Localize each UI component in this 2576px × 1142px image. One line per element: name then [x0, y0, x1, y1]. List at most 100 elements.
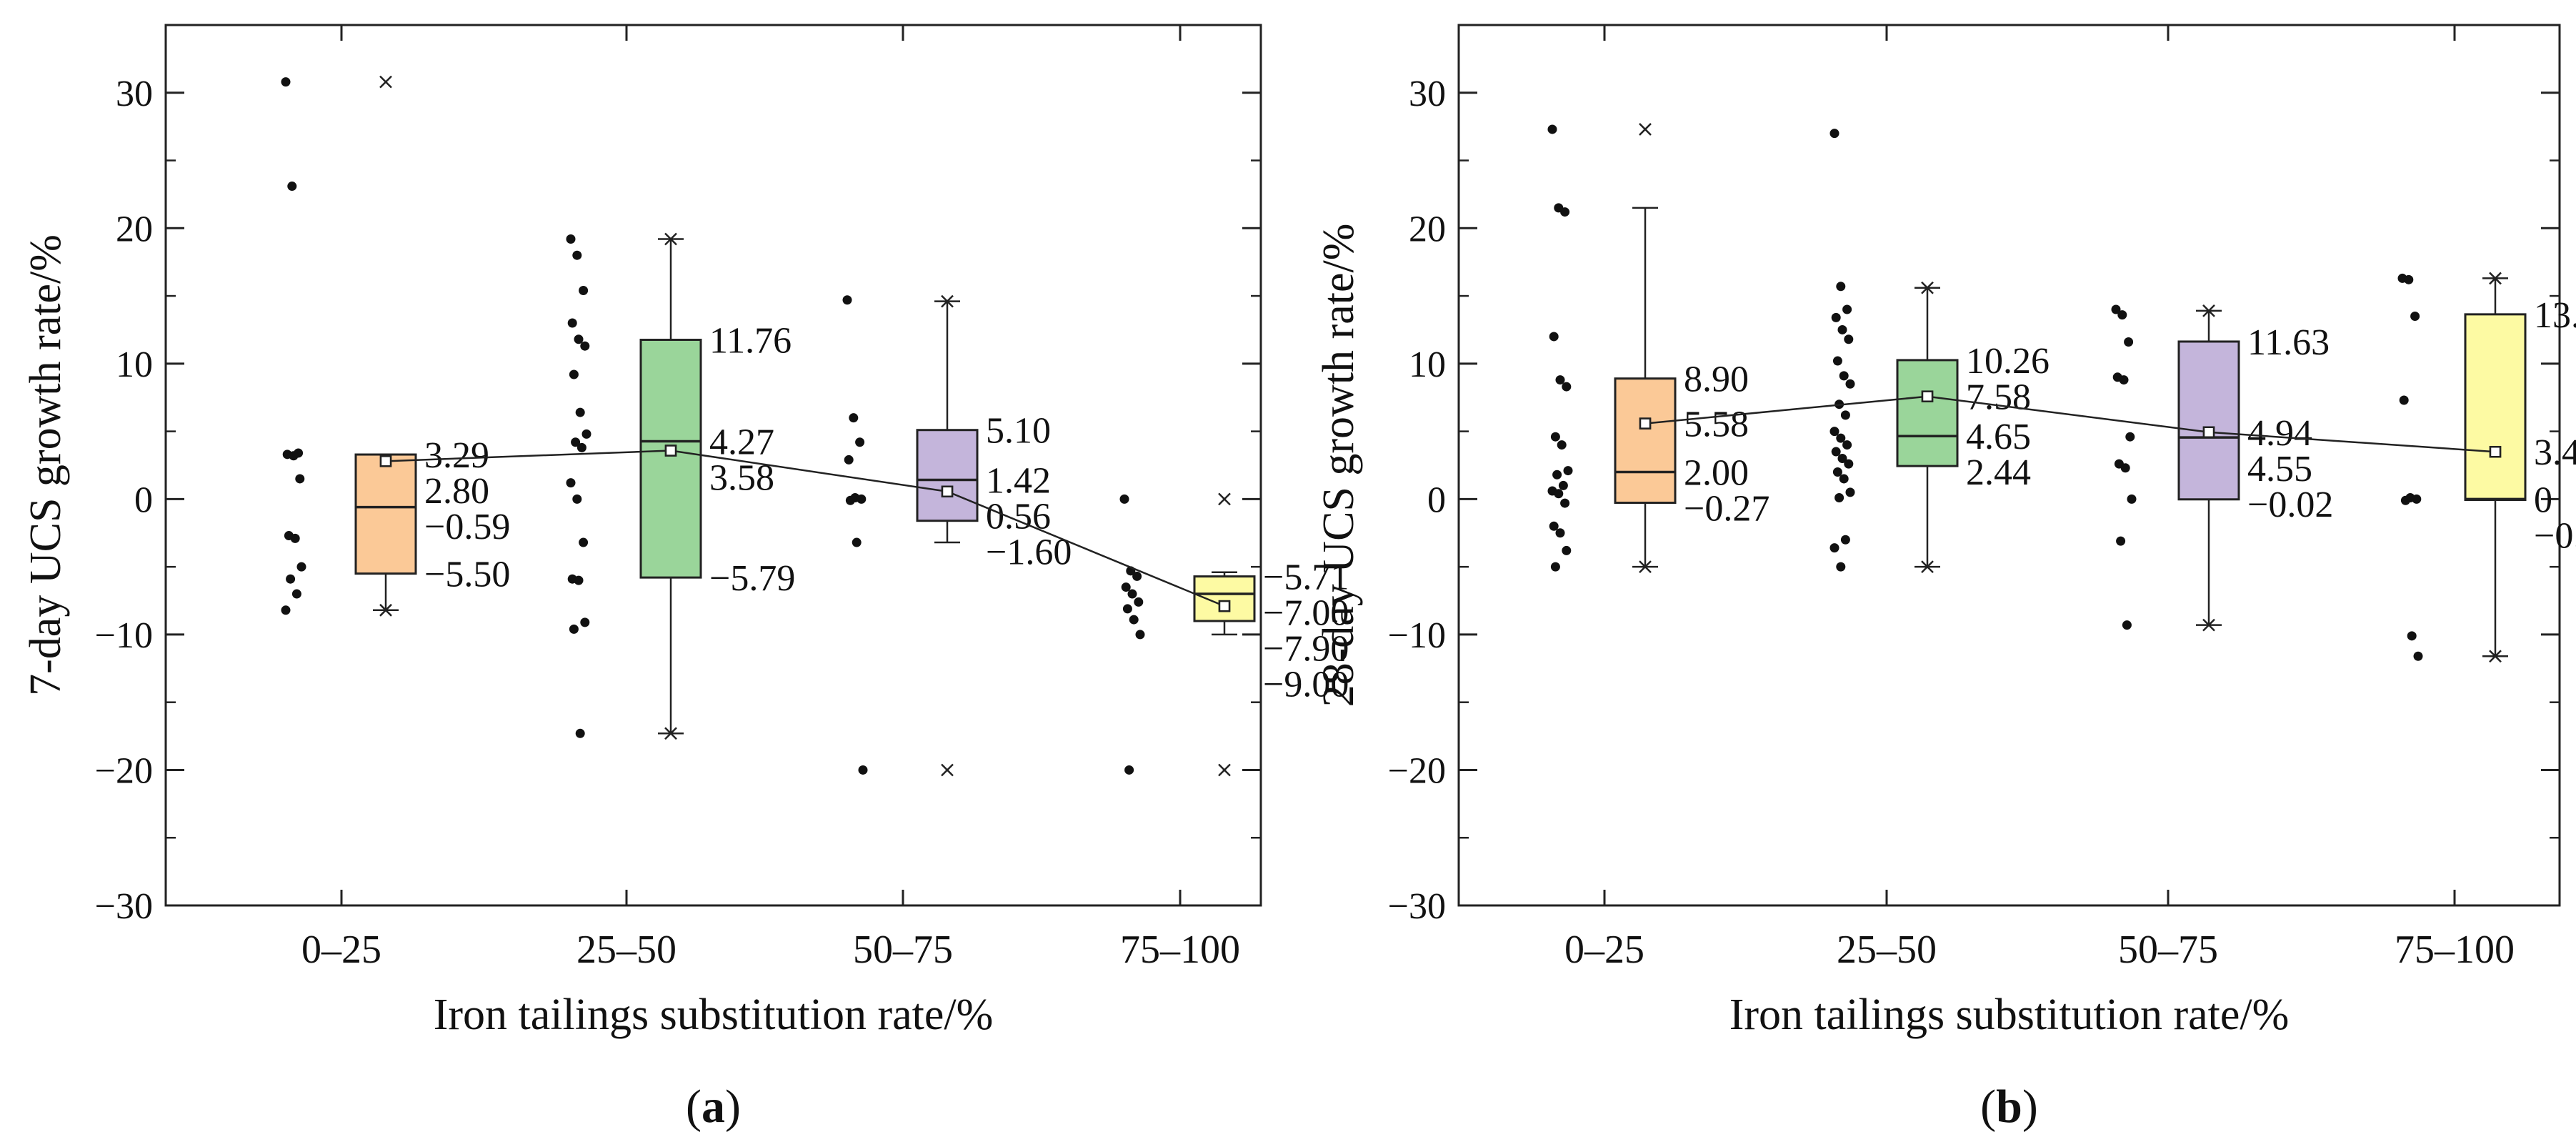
data-point [579, 537, 589, 547]
value-label: 5.58 [1684, 404, 1749, 445]
data-point [287, 182, 297, 192]
value-label: −9.00 [1263, 665, 1349, 705]
data-point [2124, 337, 2134, 347]
data-point [1552, 470, 1562, 480]
data-point [1550, 432, 1560, 442]
data-point [572, 250, 582, 260]
y-tick-label: 10 [116, 344, 153, 385]
data-point [1829, 543, 1839, 553]
x-tick-label: 0–25 [1564, 928, 1644, 972]
y-tick-label: −20 [95, 750, 153, 791]
y-axis-label: 7-day UCS growth rate/% [21, 234, 70, 696]
data-point [2122, 620, 2132, 630]
max-marker [2489, 272, 2502, 285]
data-point [1132, 571, 1142, 581]
data-point [858, 765, 868, 775]
data-point [1842, 304, 1852, 314]
data-point [575, 407, 585, 417]
mean-marker-top [941, 485, 954, 498]
box-75–100 [2464, 313, 2527, 502]
x-tick-label: 50–75 [2118, 928, 2218, 972]
panel-a: 30 20 10 0 −10 −20 −30 0–25 25–50 50–75 75–100 Iron… [21, 24, 1349, 1133]
data-point [1135, 630, 1145, 640]
panel-label-prefix: ( [1980, 1081, 1996, 1133]
data-point [291, 589, 301, 599]
y-tick-label: 0 [134, 480, 153, 520]
data-point [1129, 615, 1139, 625]
data-point [1134, 597, 1144, 607]
data-point [571, 437, 581, 447]
value-label: 7.58 [1966, 377, 2031, 418]
y-axis-label: 28-day UCS growth rate/% [1314, 224, 1363, 707]
value-label: 8.90 [1684, 359, 1749, 400]
data-point [566, 478, 576, 488]
min-marker [1639, 560, 1652, 574]
data-point [2116, 536, 2126, 546]
value-label: −5.79 [709, 558, 795, 599]
data-point [2117, 310, 2127, 320]
panel-b: 30 20 10 0 −10 −20 −30 0–25 25–50 50–75 75–100 Iron… [1314, 24, 2576, 1133]
data-point [1837, 324, 1847, 334]
data-point [574, 334, 584, 344]
box-50–75 [2177, 340, 2240, 501]
data-point [1555, 375, 1565, 385]
box-25–50 [1896, 359, 1959, 467]
panel-label-letter: a [702, 1081, 725, 1133]
data-point [1562, 382, 1572, 392]
data-point [1842, 440, 1852, 450]
mean-marker-top [2202, 426, 2215, 439]
panel-label: (b) [1980, 1081, 2038, 1133]
data-point [849, 413, 859, 423]
data-point [569, 369, 579, 379]
data-point [1555, 528, 1565, 538]
y-tick-label: −10 [95, 615, 153, 656]
data-point [1547, 124, 1557, 134]
y-tick-label: 30 [1409, 74, 1446, 114]
plot-frame [1457, 24, 2561, 907]
box-50–75 [916, 429, 979, 522]
max-marker [941, 294, 954, 308]
data-point [1836, 433, 1846, 443]
data-point [852, 537, 862, 547]
data-point [1554, 489, 1564, 499]
value-label: 4.65 [1966, 417, 2031, 457]
data-point [842, 295, 852, 305]
data-point [1549, 521, 1559, 531]
data-point [1829, 129, 1839, 139]
data-point [1844, 334, 1854, 344]
data-point [2410, 312, 2420, 322]
data-point [1844, 459, 1854, 469]
min-marker [2202, 618, 2215, 632]
y-tick-label: −30 [95, 886, 153, 927]
value-label: −0.06 [2534, 515, 2576, 556]
data-point [1124, 765, 1134, 775]
mean-trend-line [1644, 395, 2496, 453]
box-0–25 [1614, 377, 1677, 505]
max-marker [2202, 304, 2215, 317]
panel-label-letter: b [1996, 1081, 2022, 1133]
data-point [1831, 312, 1841, 322]
y-tick-label: 20 [116, 209, 153, 249]
min-marker [1218, 763, 1231, 777]
max-marker [1921, 281, 1934, 294]
data-point [581, 429, 591, 439]
data-point [1560, 498, 1570, 508]
mean-marker-top [1921, 390, 1934, 402]
data-point [1829, 427, 1839, 437]
data-point [1840, 535, 1850, 545]
min-marker [941, 763, 954, 777]
data-point [1119, 494, 1129, 504]
value-label: 2.00 [1684, 452, 1749, 493]
data-point [2120, 463, 2130, 473]
value-label: 3.49 [2534, 432, 2576, 473]
value-label: −1.60 [986, 532, 1072, 572]
data-point [2119, 375, 2129, 385]
value-label: 4.27 [709, 422, 774, 462]
data-point [566, 234, 576, 244]
data-point [1122, 604, 1132, 614]
max-marker [1639, 123, 1652, 136]
value-label: −5.71 [1263, 557, 1349, 598]
data-point [1839, 474, 1849, 484]
data-point [1549, 332, 1559, 342]
value-label: 2.80 [424, 471, 489, 512]
